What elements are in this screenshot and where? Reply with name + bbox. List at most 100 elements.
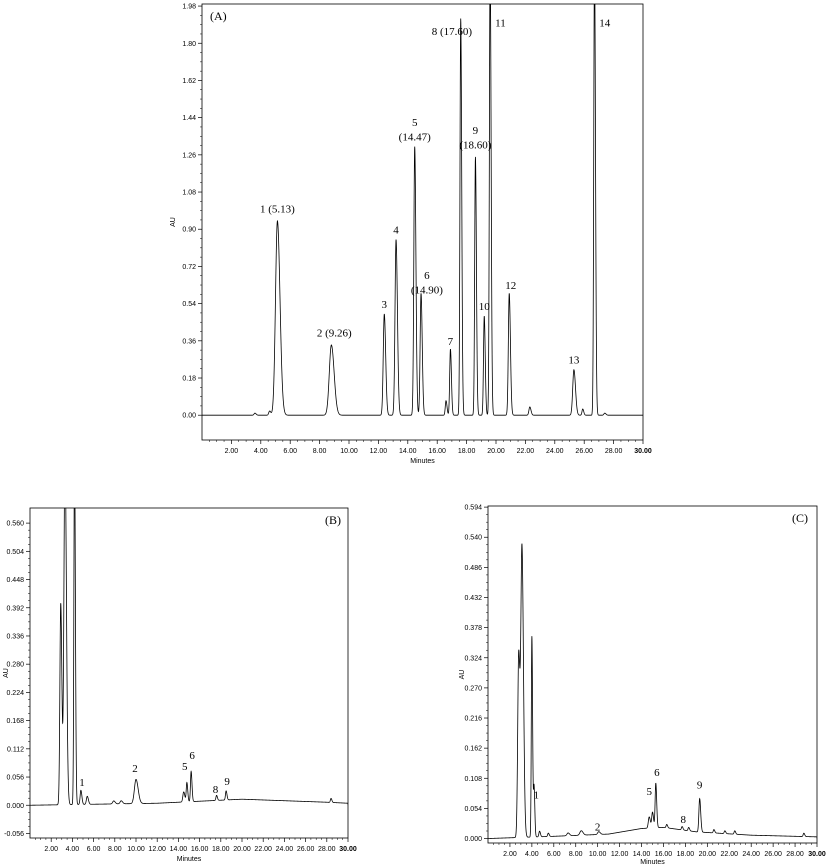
y-tick-label: 0.108 bbox=[464, 776, 482, 783]
x-tick-label: 20.00 bbox=[699, 851, 717, 858]
panel-label: (C) bbox=[792, 511, 808, 525]
x-tick-label: 20.00 bbox=[487, 448, 505, 455]
x-tick-label: 12.00 bbox=[148, 846, 166, 853]
peak-label: 1 bbox=[79, 777, 85, 789]
x-tick-label: 30.00 bbox=[808, 851, 826, 858]
y-tick-label: 0.336 bbox=[6, 633, 24, 640]
y-tick-label: 0.54 bbox=[182, 301, 196, 308]
x-tick-label: 2.00 bbox=[225, 448, 239, 455]
x-tick-label: 26.00 bbox=[764, 851, 782, 858]
x-tick-label: 8.00 bbox=[569, 851, 583, 858]
peak-label: 12 bbox=[505, 280, 516, 292]
peak-label: 6 bbox=[654, 767, 660, 779]
x-tick-label: 4.00 bbox=[254, 448, 268, 455]
x-tick-label: 20.00 bbox=[233, 846, 251, 853]
y-tick-label: 0.72 bbox=[182, 264, 196, 271]
chromatogram-trace bbox=[30, 508, 348, 806]
peak-label: 7 bbox=[448, 336, 454, 348]
x-tick-label: 12.00 bbox=[611, 851, 629, 858]
y-tick-label: 0.432 bbox=[464, 595, 482, 602]
peak-label: 3 bbox=[382, 299, 388, 311]
peak-label: 9 bbox=[224, 776, 230, 788]
y-tick-label: 0.112 bbox=[7, 746, 24, 753]
x-tick-label: 14.00 bbox=[633, 851, 651, 858]
x-tick-label: 28.00 bbox=[318, 846, 336, 853]
y-tick-label: 0.448 bbox=[6, 577, 24, 584]
y-tick-label: 0.486 bbox=[464, 565, 482, 572]
x-tick-label: 22.00 bbox=[517, 448, 535, 455]
x-tick-label: 18.00 bbox=[677, 851, 695, 858]
peak-label: 9 bbox=[473, 125, 479, 137]
y-tick-label: 0.216 bbox=[464, 716, 482, 723]
x-tick-label: 10.00 bbox=[340, 448, 358, 455]
y-tick-label: 0.378 bbox=[464, 625, 482, 632]
y-tick-label: 0.000 bbox=[464, 836, 482, 843]
peak-label: (14.47) bbox=[399, 131, 431, 143]
y-tick-label: 0.056 bbox=[6, 775, 24, 782]
peak-label: 9 bbox=[697, 779, 703, 791]
y-tick-label: 0.594 bbox=[464, 505, 482, 512]
y-tick-label: 1.80 bbox=[182, 41, 196, 48]
x-tick-label: 6.00 bbox=[87, 846, 101, 853]
x-tick-label: 8.00 bbox=[313, 448, 327, 455]
y-tick-label: 0.280 bbox=[6, 662, 24, 669]
plot-frame bbox=[29, 507, 349, 839]
y-tick-label: 0.36 bbox=[182, 338, 196, 345]
y-tick-label: 0.392 bbox=[6, 605, 24, 612]
y-tick-label: 0.504 bbox=[6, 549, 24, 556]
y-tick-label: 0.00 bbox=[182, 413, 196, 420]
peak-label: 2 bbox=[132, 763, 138, 775]
x-tick-label: 10.00 bbox=[589, 851, 607, 858]
x-tick-label: 16.00 bbox=[191, 846, 209, 853]
peak-label: 13 bbox=[568, 355, 580, 367]
x-tick-label: 6.00 bbox=[283, 448, 297, 455]
x-tick-label: 12.00 bbox=[370, 448, 388, 455]
x-tick-label: 28.00 bbox=[786, 851, 804, 858]
peak-label: (18.60) bbox=[459, 140, 491, 152]
y-tick-label: 0.224 bbox=[6, 690, 24, 697]
y-tick-label: 0.540 bbox=[464, 535, 482, 542]
peak-label: 6 bbox=[189, 750, 195, 762]
chart-panel-1: -0.056 0.000 0.056 0.112 0.168 0.224 0.280 0.33… bbox=[3, 507, 357, 863]
y-axis-title: AU bbox=[170, 217, 177, 227]
peak-label: 10 bbox=[479, 301, 491, 313]
x-axis-title: Minutes bbox=[640, 859, 665, 865]
peak-label: (14.90) bbox=[411, 284, 443, 296]
chromatogram-trace bbox=[488, 543, 817, 839]
y-tick-label: -0.056 bbox=[4, 831, 24, 838]
x-tick-label: 26.00 bbox=[575, 448, 593, 455]
x-tick-label: 2.00 bbox=[44, 846, 58, 853]
peak-label: 2 bbox=[595, 822, 601, 834]
y-axis-title: AU bbox=[459, 670, 466, 680]
x-tick-label: 18.00 bbox=[458, 448, 476, 455]
y-tick-label: 1.08 bbox=[182, 190, 196, 197]
y-tick-label: 0.18 bbox=[182, 376, 196, 383]
y-tick-label: 0.162 bbox=[464, 746, 482, 753]
peak-label: 5 bbox=[646, 786, 652, 798]
panel-label: (B) bbox=[325, 513, 341, 527]
x-tick-label: 26.00 bbox=[297, 846, 315, 853]
y-tick-label: 0.168 bbox=[6, 718, 24, 725]
x-tick-label: 6.00 bbox=[547, 851, 561, 858]
x-tick-label: 14.00 bbox=[399, 448, 417, 455]
peak-label: 1 (5.13) bbox=[260, 204, 295, 216]
y-tick-label: 1.98 bbox=[182, 4, 196, 11]
x-tick-label: 24.00 bbox=[546, 448, 564, 455]
x-tick-label: 14.00 bbox=[170, 846, 188, 853]
y-tick-label: 1.44 bbox=[182, 115, 196, 122]
x-tick-label: 4.00 bbox=[525, 851, 539, 858]
chart-panel-0: 0.00 0.18 0.36 0.54 0.72 0.90 1.08 1.26 1.44 1.62… bbox=[170, 4, 652, 465]
peak-label: 11 bbox=[495, 18, 506, 30]
peak-label: 5 bbox=[182, 761, 188, 773]
panel-label: (A) bbox=[210, 9, 227, 23]
x-tick-label: 24.00 bbox=[742, 851, 760, 858]
x-tick-label: 30.00 bbox=[634, 448, 652, 455]
peak-label: 6 bbox=[424, 270, 430, 282]
peak-label: 14 bbox=[599, 18, 611, 30]
y-tick-label: 0.324 bbox=[464, 655, 482, 662]
y-tick-label: 1.26 bbox=[182, 152, 196, 159]
y-tick-label: 0.000 bbox=[6, 803, 24, 810]
x-tick-label: 8.00 bbox=[108, 846, 122, 853]
peak-label: 5 bbox=[412, 117, 418, 129]
